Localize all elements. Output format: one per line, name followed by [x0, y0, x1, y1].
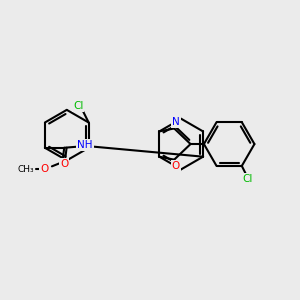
Text: N: N — [172, 117, 180, 127]
Text: O: O — [40, 164, 49, 174]
Text: Cl: Cl — [243, 174, 253, 184]
Text: Cl: Cl — [73, 101, 83, 111]
Text: NH: NH — [77, 140, 93, 150]
Text: O: O — [60, 159, 68, 169]
Text: O: O — [172, 161, 180, 171]
Text: CH₃: CH₃ — [17, 165, 34, 174]
